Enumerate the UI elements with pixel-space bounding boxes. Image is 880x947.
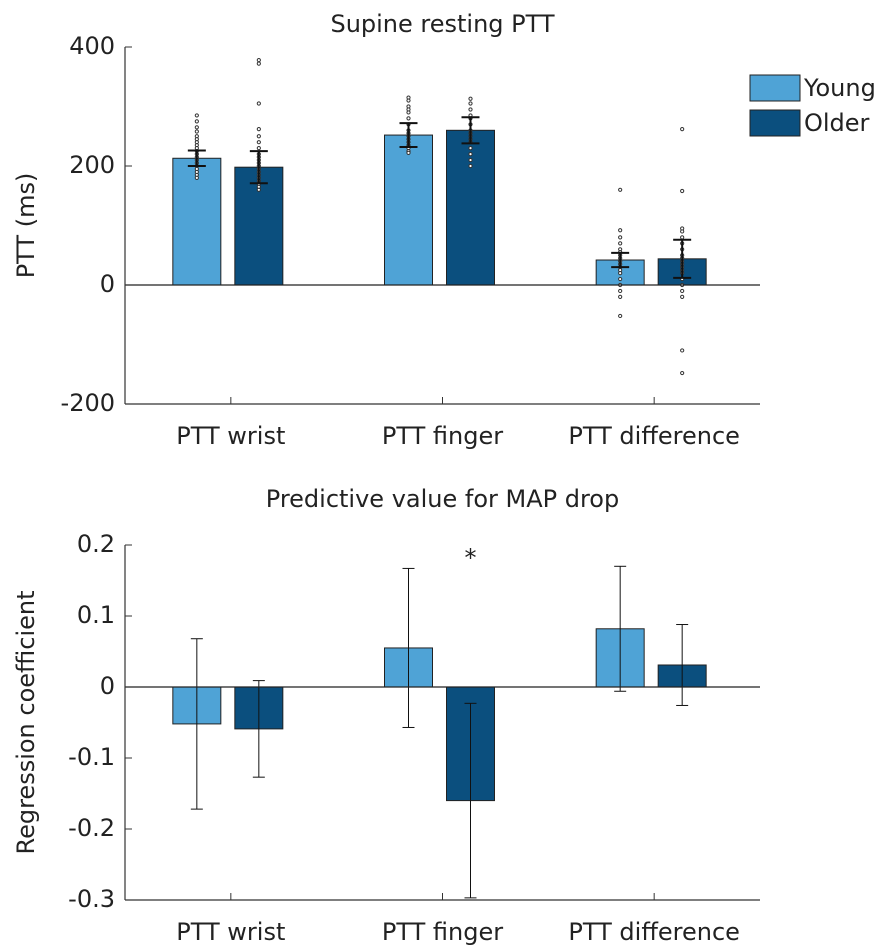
data-point — [468, 107, 473, 112]
data-point — [256, 127, 261, 132]
data-point — [468, 96, 473, 101]
data-point — [406, 150, 411, 156]
data-point — [680, 127, 685, 132]
data-point — [618, 241, 623, 246]
data-point — [680, 348, 685, 353]
x-tick-label: PTT difference — [568, 422, 739, 450]
x-tick-label: PTT wrist — [176, 422, 285, 450]
chart-title: Supine resting PTT — [330, 10, 554, 38]
data-point — [256, 101, 261, 106]
data-point — [468, 163, 473, 169]
data-point — [468, 157, 473, 163]
data-point — [256, 57, 261, 63]
data-point — [618, 271, 623, 276]
data-point — [406, 98, 411, 103]
data-point — [406, 116, 411, 121]
y-axis-label: PTT (ms) — [12, 173, 40, 279]
legend-label: Older — [804, 109, 870, 137]
data-point — [680, 370, 685, 376]
data-point — [618, 228, 623, 233]
data-point — [256, 140, 261, 145]
x-tick-label: PTT finger — [382, 422, 503, 450]
legend-label: Young — [803, 74, 876, 102]
data-point — [680, 294, 685, 299]
y-axis-label: Regression coefficient — [12, 591, 40, 855]
y-tick-label: -0.1 — [68, 743, 115, 771]
data-point — [618, 187, 623, 192]
y-tick-label: -0.3 — [68, 885, 115, 913]
data-point — [256, 187, 261, 192]
data-point — [618, 235, 623, 240]
x-tick-label: PTT difference — [568, 918, 739, 946]
data-point — [680, 188, 685, 194]
data-point — [680, 229, 685, 234]
data-point — [468, 152, 473, 157]
bar — [384, 134, 433, 286]
y-tick-label: 400 — [69, 32, 115, 60]
data-point — [256, 61, 261, 66]
annotation: * — [465, 544, 477, 572]
data-point — [618, 276, 623, 282]
y-tick-label: -200 — [61, 389, 115, 417]
data-point — [194, 113, 199, 118]
y-tick-label: -0.2 — [68, 814, 115, 842]
data-point — [256, 134, 261, 139]
x-tick-label: PTT wrist — [176, 918, 285, 946]
x-tick-label: PTT finger — [382, 918, 503, 946]
data-point — [468, 101, 473, 106]
legend-swatch — [749, 74, 801, 102]
data-point — [194, 119, 199, 124]
data-point — [680, 288, 685, 294]
data-point — [680, 235, 685, 240]
y-tick-label: 0 — [100, 672, 115, 700]
y-tick-label: 0.1 — [77, 601, 115, 629]
y-tick-label: 0 — [100, 270, 115, 298]
y-tick-label: 200 — [69, 151, 115, 179]
data-point — [468, 146, 473, 151]
y-tick-label: 0.2 — [77, 530, 115, 558]
legend-swatch — [749, 109, 801, 137]
chart-title: Predictive value for MAP drop — [266, 485, 619, 513]
data-point — [194, 175, 199, 180]
data-point — [618, 294, 623, 299]
data-point — [256, 146, 261, 151]
data-point — [194, 125, 199, 130]
data-point — [406, 110, 411, 115]
data-point — [194, 129, 199, 134]
data-point — [618, 313, 623, 319]
data-point — [618, 288, 623, 294]
